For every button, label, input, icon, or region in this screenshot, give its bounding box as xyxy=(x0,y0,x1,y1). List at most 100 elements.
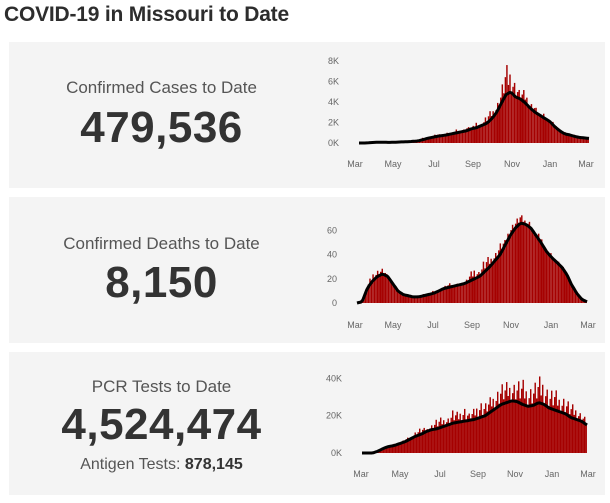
daily-bar xyxy=(467,280,469,303)
daily-bar xyxy=(561,132,563,143)
daily-bar xyxy=(541,115,543,143)
daily-bar xyxy=(537,233,540,303)
daily-bar xyxy=(539,114,542,143)
daily-bar xyxy=(460,131,462,143)
daily-bar xyxy=(489,397,491,453)
x-tick-label: Nov xyxy=(503,320,520,330)
x-tick-label: Mar xyxy=(347,320,363,330)
daily-bar xyxy=(553,125,556,143)
y-tick-label: 0K xyxy=(331,448,342,458)
daily-bar xyxy=(557,261,560,303)
pcr-tests-value: 4,524,474 xyxy=(61,400,262,449)
daily-bar xyxy=(518,89,520,143)
daily-bar xyxy=(450,417,452,453)
daily-bar xyxy=(438,421,440,453)
antigen-tests-label: Antigen Tests: xyxy=(80,456,181,473)
daily-bar xyxy=(555,390,557,453)
daily-bar xyxy=(461,282,463,303)
daily-bar xyxy=(490,116,493,143)
x-tick-label: Jan xyxy=(543,159,558,169)
daily-bar xyxy=(453,285,456,303)
daily-bar xyxy=(514,223,517,303)
daily-bar xyxy=(544,249,546,303)
daily-bar xyxy=(426,138,428,143)
daily-bar xyxy=(522,221,525,303)
confirmed-cases-card[interactable]: Confirmed Cases to Date 479,536 8K 6K 4K 2K… xyxy=(9,42,605,188)
daily-bar xyxy=(528,221,531,303)
daily-bar xyxy=(445,287,448,303)
daily-bar xyxy=(582,137,585,143)
pcr-tests-card[interactable]: PCR Tests to Date 4,524,474 Antigen Test… xyxy=(9,352,605,495)
daily-bar xyxy=(493,258,495,303)
daily-bar xyxy=(387,446,389,453)
daily-bar xyxy=(485,262,488,303)
cases-chart[interactable]: 8K 6K 4K 2K 0K Mar May Jul Sep Nov Jan Mar xyxy=(305,42,595,182)
daily-bar xyxy=(515,95,517,143)
x-tick-label: Sep xyxy=(470,469,486,479)
daily-bar xyxy=(444,134,447,143)
daily-bar xyxy=(461,421,463,453)
daily-bar xyxy=(404,441,406,453)
daily-bar xyxy=(578,416,580,453)
daily-bar xyxy=(446,132,448,143)
daily-bar xyxy=(539,376,541,453)
x-tick-label: Jan xyxy=(544,320,559,330)
pcr-tests-chart[interactable]: 40K 20K 0K Mar May Jul Sep Nov Jan Mar xyxy=(305,352,596,492)
daily-bar xyxy=(521,215,523,303)
daily-bar xyxy=(425,430,427,453)
daily-bar xyxy=(449,423,451,453)
daily-bar xyxy=(447,418,449,453)
daily-bar xyxy=(565,274,567,303)
daily-bar xyxy=(467,127,470,143)
daily-bar xyxy=(499,243,502,303)
daily-bar xyxy=(584,416,586,453)
daily-bar xyxy=(524,99,527,143)
daily-bar xyxy=(524,220,526,303)
daily-bar xyxy=(440,135,442,143)
daily-bar xyxy=(389,278,391,303)
daily-bar xyxy=(432,136,435,143)
daily-bar xyxy=(485,403,487,453)
daily-bar xyxy=(473,408,475,453)
daily-bar xyxy=(534,235,537,303)
daily-bar xyxy=(533,231,535,303)
daily-bars xyxy=(358,215,587,303)
daily-bar xyxy=(556,127,559,143)
daily-bar xyxy=(435,291,437,303)
y-tick-label: 40K xyxy=(326,373,342,383)
confirmed-deaths-card[interactable]: Confirmed Deaths to Date 8,150 60 40 20 0 Ma… xyxy=(9,197,605,343)
daily-bar xyxy=(449,133,451,143)
daily-bar xyxy=(461,131,464,143)
page-title: COVID-19 in Missouri to Date xyxy=(4,3,289,26)
daily-bar xyxy=(383,273,385,303)
daily-bar xyxy=(529,105,531,143)
x-tick-label: Mar xyxy=(580,320,596,330)
daily-bar xyxy=(540,395,542,453)
daily-bar xyxy=(558,399,560,453)
deaths-chart[interactable]: 60 40 20 0 Mar May Jul Sep Nov Jan Mar xyxy=(305,197,596,337)
daily-bar xyxy=(524,398,526,453)
daily-bar xyxy=(576,419,578,453)
daily-bar xyxy=(528,398,530,453)
daily-bar xyxy=(538,114,540,143)
daily-bar xyxy=(541,239,543,303)
daily-bar xyxy=(410,296,413,303)
daily-bar xyxy=(576,136,579,143)
daily-bar xyxy=(488,404,490,453)
daily-bar xyxy=(509,387,511,453)
daily-bar xyxy=(437,426,439,453)
daily-bar xyxy=(581,137,583,143)
daily-bar xyxy=(444,285,446,303)
daily-bar xyxy=(515,399,517,453)
daily-bar xyxy=(456,283,459,303)
daily-bar xyxy=(491,406,493,453)
daily-bar xyxy=(555,126,557,143)
daily-bar xyxy=(536,113,539,143)
daily-bar xyxy=(431,425,433,453)
x-tick-label: Nov xyxy=(507,469,524,479)
daily-bar xyxy=(570,135,573,143)
y-tick-label: 4K xyxy=(328,97,339,107)
daily-bar xyxy=(367,284,370,303)
daily-bar xyxy=(399,443,401,453)
daily-bar xyxy=(501,248,503,303)
